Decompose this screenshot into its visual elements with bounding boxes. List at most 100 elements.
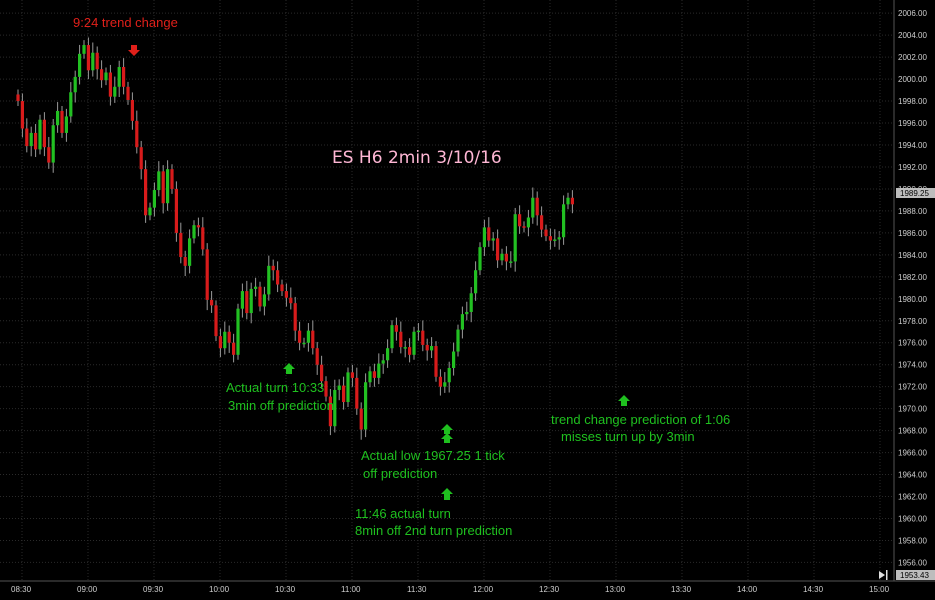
- candle: [535, 191, 539, 226]
- candle: [130, 92, 134, 130]
- x-tick-label: 10:30: [275, 585, 296, 594]
- y-tick-label: 1998.00: [898, 97, 927, 106]
- candle: [201, 217, 205, 256]
- candle: [284, 283, 288, 307]
- candle: [139, 140, 143, 180]
- annotation-trend-prediction-106: trend change prediction of 1:06: [551, 412, 730, 427]
- candle: [95, 46, 99, 80]
- annotation-actual-low: Actual low 1967.25 1 tick: [361, 448, 505, 463]
- candle: [359, 402, 363, 440]
- candle: [496, 229, 500, 268]
- candle: [38, 114, 42, 155]
- candle: [540, 206, 544, 238]
- candle: [421, 320, 425, 352]
- candle: [311, 320, 315, 355]
- candle: [416, 323, 420, 341]
- candle: [152, 182, 156, 217]
- candle: [262, 286, 266, 316]
- skip-to-end-icon[interactable]: [879, 570, 888, 580]
- candle: [465, 301, 469, 321]
- y-tick-label: 1956.00: [898, 558, 927, 567]
- candle: [210, 290, 214, 313]
- candle: [350, 364, 354, 387]
- candle: [179, 222, 183, 264]
- candle: [553, 229, 557, 247]
- candle: [482, 219, 486, 257]
- y-tick-label: 1964.00: [898, 471, 927, 480]
- candle: [544, 224, 548, 242]
- y-tick-label: 1978.00: [898, 317, 927, 326]
- candle-layer: [16, 37, 574, 440]
- y-tick-label: 1962.00: [898, 493, 927, 502]
- green-up-arrow-icon: [441, 488, 453, 500]
- candle: [214, 300, 218, 342]
- y-tick-label: 1966.00: [898, 449, 927, 458]
- x-tick-label: 08:30: [11, 585, 32, 594]
- y-tick-label: 2002.00: [898, 53, 927, 62]
- candle: [342, 376, 346, 410]
- y-tick-label: 1960.00: [898, 514, 927, 523]
- x-tick-label: 13:00: [605, 585, 626, 594]
- candle: [157, 161, 161, 197]
- candle: [249, 282, 253, 324]
- candle: [386, 339, 390, 368]
- y-tick-label: 1992.00: [898, 163, 927, 172]
- candle: [570, 190, 574, 214]
- candle: [223, 321, 227, 355]
- candle: [86, 37, 90, 80]
- candle: [60, 106, 64, 138]
- candle: [557, 231, 561, 250]
- candle: [161, 165, 165, 214]
- candle: [144, 160, 148, 223]
- last-price-tag: 1989.25: [896, 188, 935, 198]
- candle: [183, 250, 187, 277]
- candle: [306, 323, 310, 352]
- green-up-arrow-icon: [618, 395, 630, 406]
- candle: [289, 287, 293, 310]
- candle: [218, 328, 222, 358]
- green-up-arrow-icon: [441, 433, 453, 443]
- candle: [460, 306, 464, 339]
- candle: [333, 379, 337, 433]
- y-tick-label: 1970.00: [898, 405, 927, 414]
- candle: [51, 118, 55, 173]
- y-tick-label: 1968.00: [898, 427, 927, 436]
- y-tick-label: 1996.00: [898, 119, 927, 128]
- candle: [381, 354, 385, 374]
- candle: [205, 243, 209, 311]
- annotation-actual-turn-1033: Actual turn 10:33: [226, 380, 324, 395]
- x-tick-label: 09:00: [77, 585, 98, 594]
- candle: [364, 373, 368, 438]
- candle: [425, 338, 429, 361]
- candle: [531, 187, 535, 224]
- y-tick-label: 1986.00: [898, 229, 927, 238]
- y-tick-label: 1982.00: [898, 273, 927, 282]
- candle: [69, 82, 73, 123]
- candle: [78, 44, 82, 85]
- annotation-8min-off: 8min off 2nd turn prediction: [355, 523, 512, 538]
- candle: [315, 341, 319, 375]
- candle: [368, 366, 372, 388]
- annotation-misses-turn: misses turn up by 3min: [561, 429, 695, 444]
- candle: [504, 246, 508, 271]
- candle: [166, 160, 170, 211]
- x-tick-label: 10:00: [209, 585, 230, 594]
- x-tick-label: 14:00: [737, 585, 758, 594]
- candle: [122, 58, 126, 95]
- candle: [390, 320, 394, 354]
- candle: [34, 124, 38, 157]
- candle: [562, 195, 566, 245]
- candle: [64, 108, 68, 142]
- candle: [491, 232, 495, 251]
- candle: [192, 220, 196, 244]
- candle: [174, 181, 178, 242]
- candle: [438, 369, 442, 396]
- candle: [56, 102, 60, 133]
- candle: [117, 60, 121, 97]
- y-tick-label: 2000.00: [898, 75, 927, 84]
- candle: [452, 342, 456, 376]
- x-tick-label: 15:00: [869, 585, 890, 594]
- x-tick-label: 09:30: [143, 585, 164, 594]
